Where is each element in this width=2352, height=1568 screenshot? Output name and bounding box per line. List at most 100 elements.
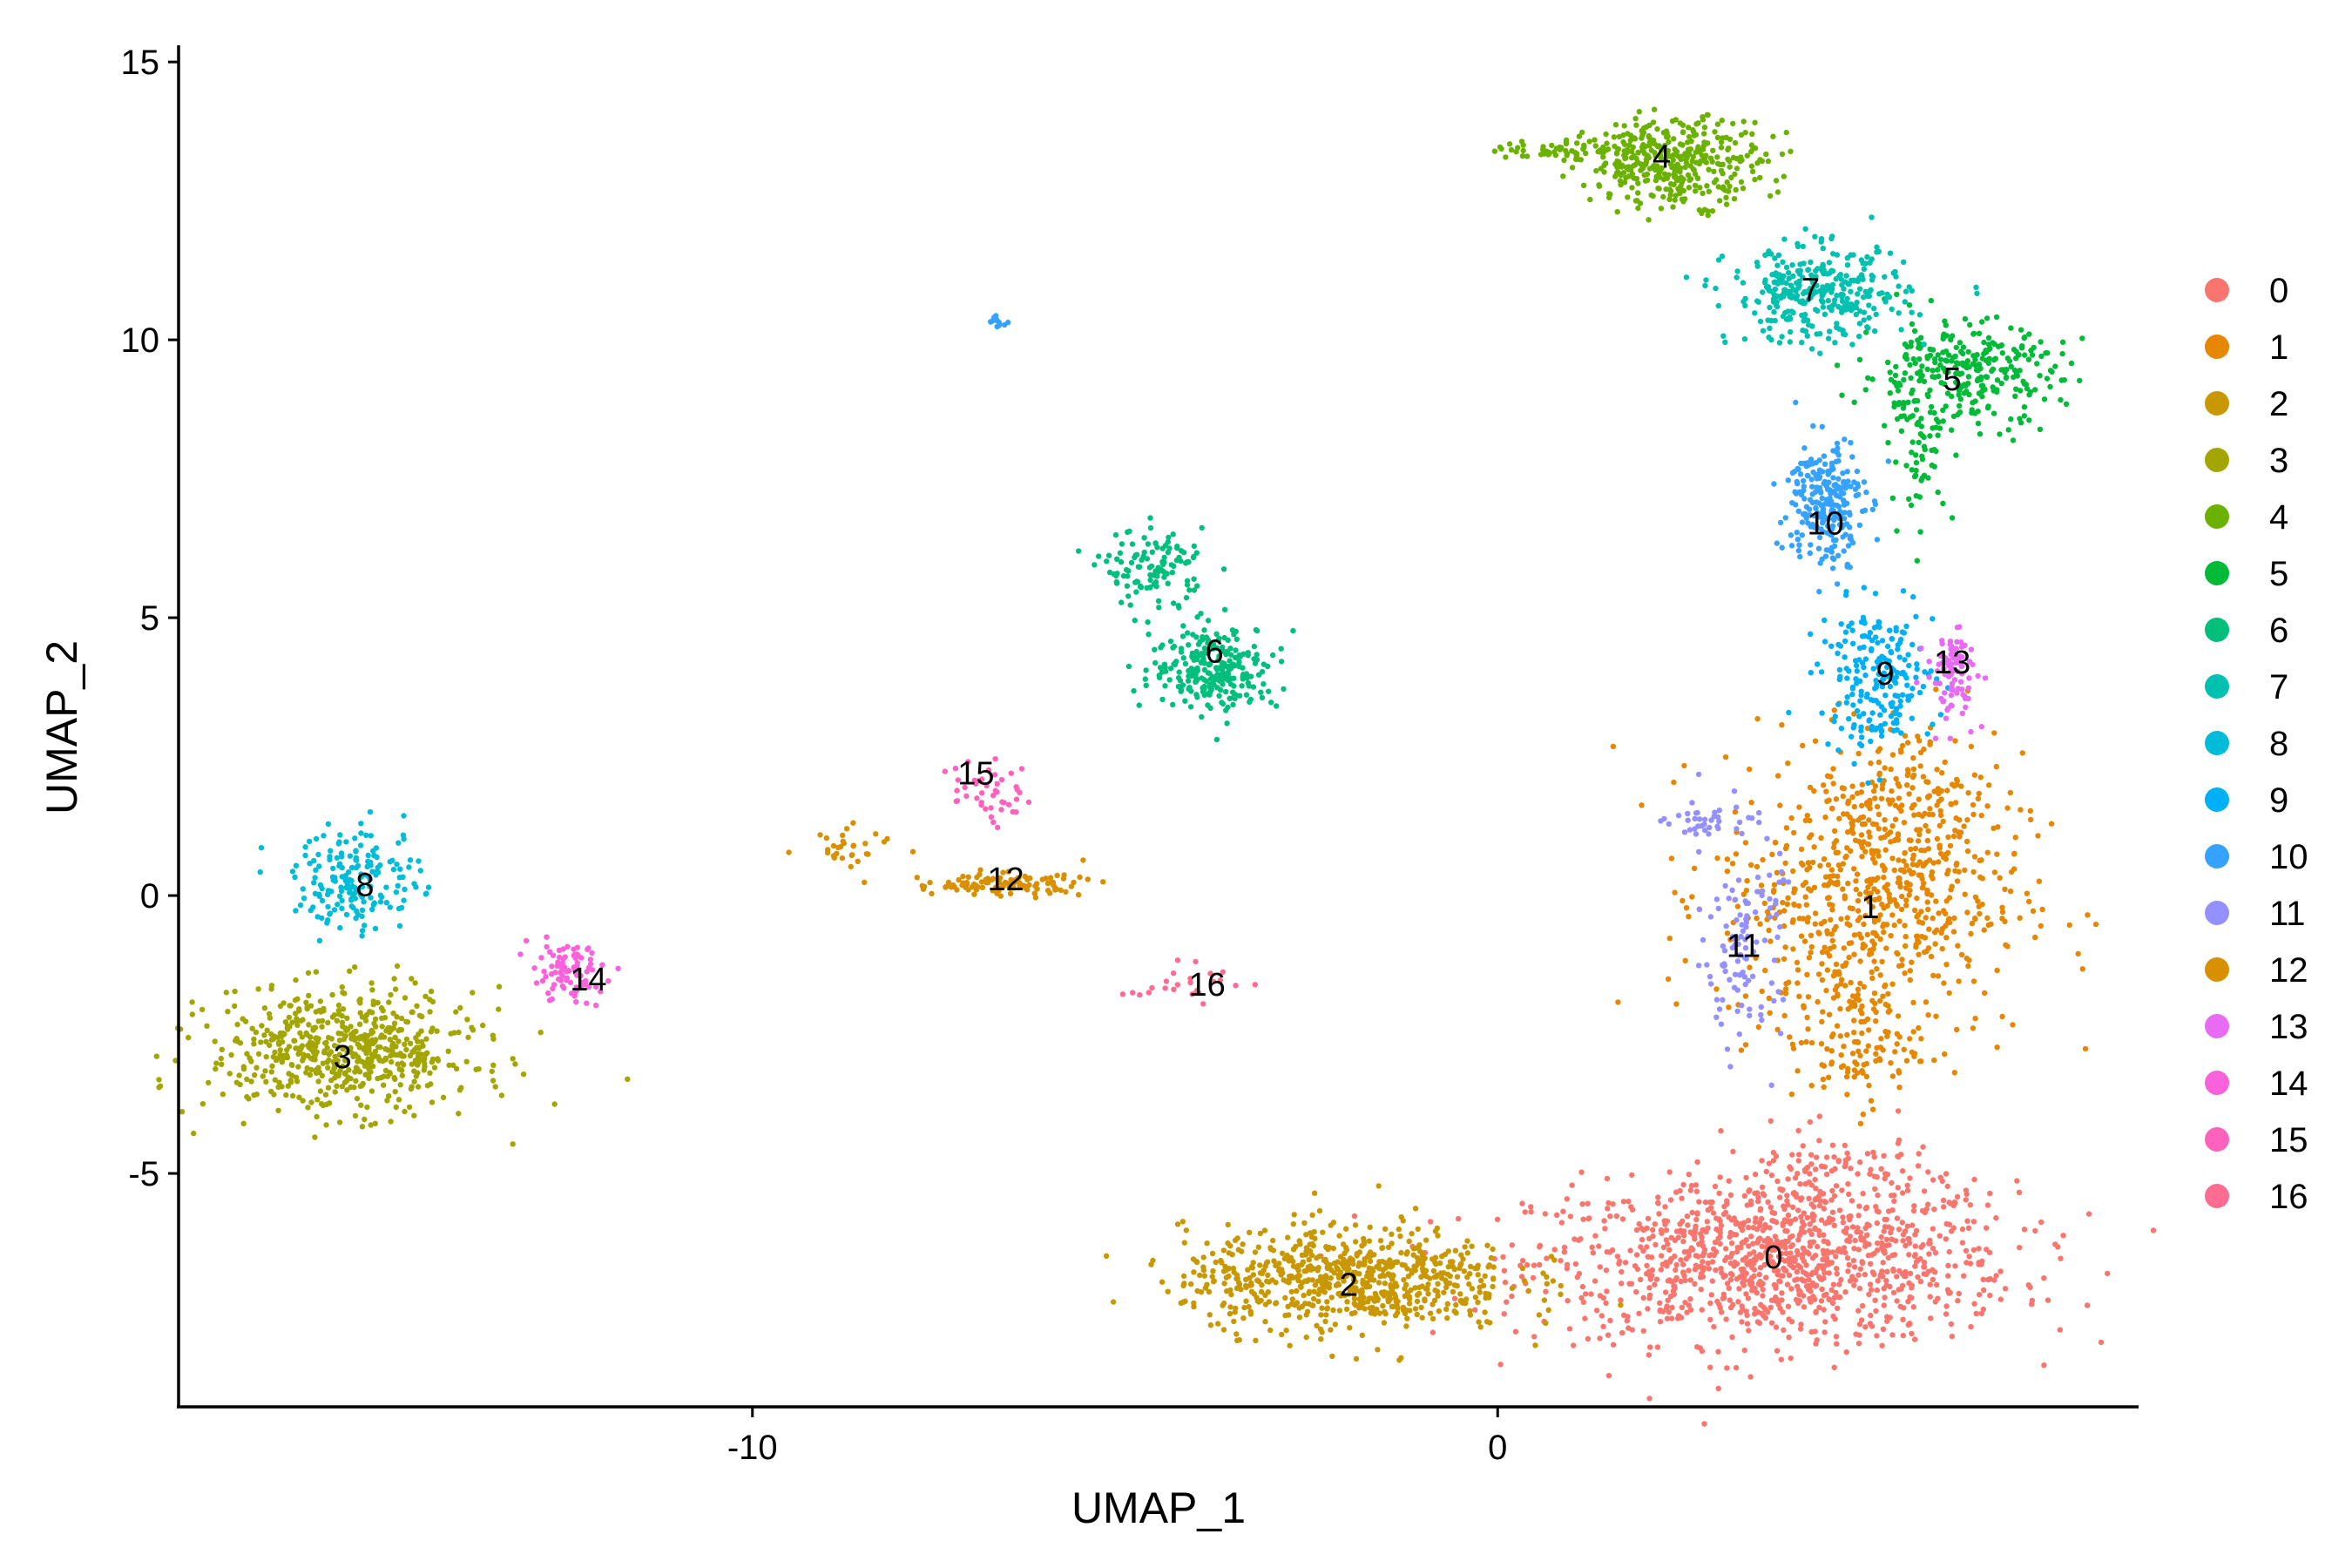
data-point xyxy=(390,1010,396,1017)
data-point xyxy=(1897,1303,1903,1310)
data-point xyxy=(1857,915,1863,921)
data-point xyxy=(1948,801,1954,807)
data-point xyxy=(1798,1039,1805,1046)
data-point xyxy=(1751,1267,1758,1273)
data-point xyxy=(1733,186,1739,193)
data-point xyxy=(1657,152,1663,158)
data-point xyxy=(1821,311,1828,317)
data-point xyxy=(1944,1183,1950,1190)
data-point xyxy=(1909,862,1916,868)
data-point xyxy=(2026,417,2032,423)
data-point xyxy=(1864,1232,1870,1238)
data-point xyxy=(1700,1253,1707,1259)
data-point xyxy=(1186,642,1192,648)
data-point xyxy=(1632,136,1639,142)
data-point xyxy=(340,1045,346,1052)
data-point xyxy=(1156,672,1162,679)
data-point xyxy=(1866,829,1872,835)
data-point xyxy=(2026,898,2032,905)
data-point xyxy=(1848,820,1855,826)
data-point xyxy=(1876,811,1882,817)
data-point xyxy=(2041,1362,2047,1369)
data-point xyxy=(1362,1306,1368,1312)
data-point xyxy=(1920,1144,1926,1150)
data-point xyxy=(1693,188,1699,194)
data-point xyxy=(1230,1265,1237,1272)
data-point xyxy=(1425,1281,1431,1288)
data-point xyxy=(1910,999,1916,1006)
data-point xyxy=(289,1092,296,1099)
data-point xyxy=(1251,656,1257,662)
data-point xyxy=(1913,452,1919,458)
data-point xyxy=(348,1031,355,1037)
data-point xyxy=(1751,1273,1757,1280)
data-point xyxy=(1818,297,1825,303)
data-point xyxy=(1855,908,1862,914)
data-point xyxy=(1746,1243,1752,1249)
data-point xyxy=(1891,1198,1897,1205)
data-point xyxy=(1686,1248,1692,1254)
data-point xyxy=(1842,983,1848,989)
data-point xyxy=(496,1006,502,1012)
data-point xyxy=(322,1092,329,1098)
data-point xyxy=(1305,1248,1311,1254)
data-point xyxy=(1825,1074,1832,1081)
data-point xyxy=(1692,1227,1699,1233)
data-point xyxy=(1179,1219,1186,1225)
data-point xyxy=(1864,931,1870,938)
data-point xyxy=(1564,152,1570,159)
data-point xyxy=(1646,1396,1652,1402)
data-point xyxy=(1943,898,1950,904)
data-point xyxy=(1727,1229,1734,1236)
data-point xyxy=(1855,1308,1862,1314)
data-point xyxy=(1273,1280,1279,1286)
data-point xyxy=(1916,356,1923,362)
data-point xyxy=(1820,1009,1826,1015)
data-point xyxy=(1620,132,1626,139)
data-point xyxy=(1984,849,1990,855)
data-point xyxy=(1705,213,1711,219)
data-point xyxy=(1904,1223,1910,1229)
data-point xyxy=(1600,149,1607,155)
data-point xyxy=(1828,1048,1835,1054)
data-point xyxy=(1811,288,1817,294)
data-point xyxy=(1145,619,1151,625)
data-point xyxy=(1754,915,1760,922)
data-point xyxy=(1902,850,1908,856)
data-point xyxy=(1142,676,1149,682)
data-point xyxy=(279,1057,286,1063)
data-point xyxy=(1131,687,1137,694)
data-point xyxy=(1925,906,1931,913)
data-point xyxy=(1976,362,1983,368)
data-point xyxy=(1245,680,1252,686)
data-point xyxy=(1828,235,1835,242)
data-point xyxy=(1965,374,1972,380)
data-point xyxy=(1941,980,1947,986)
data-point xyxy=(1848,288,1854,294)
data-point xyxy=(352,964,358,970)
data-point xyxy=(1436,1308,1443,1315)
data-point xyxy=(2063,401,2070,407)
data-point xyxy=(1724,1254,1730,1260)
data-point xyxy=(1382,1260,1389,1266)
data-point xyxy=(301,1055,307,1062)
data-point xyxy=(1382,1281,1389,1287)
data-point xyxy=(1600,154,1606,160)
data-point xyxy=(1563,139,1570,145)
data-point xyxy=(1686,146,1692,152)
data-point xyxy=(2020,378,2026,384)
data-point xyxy=(1816,930,1822,936)
data-point xyxy=(1287,1342,1293,1348)
data-point xyxy=(1830,251,1836,257)
data-point xyxy=(1756,1271,1762,1278)
data-point xyxy=(1180,655,1187,661)
data-point xyxy=(1396,1226,1402,1233)
series-3 xyxy=(153,963,631,1147)
data-point xyxy=(1900,400,1907,406)
data-point xyxy=(1724,930,1731,936)
data-point xyxy=(398,1015,405,1022)
data-point xyxy=(1922,810,1928,817)
data-point xyxy=(1704,183,1710,189)
data-point xyxy=(1178,1300,1185,1307)
data-point xyxy=(1666,196,1673,203)
